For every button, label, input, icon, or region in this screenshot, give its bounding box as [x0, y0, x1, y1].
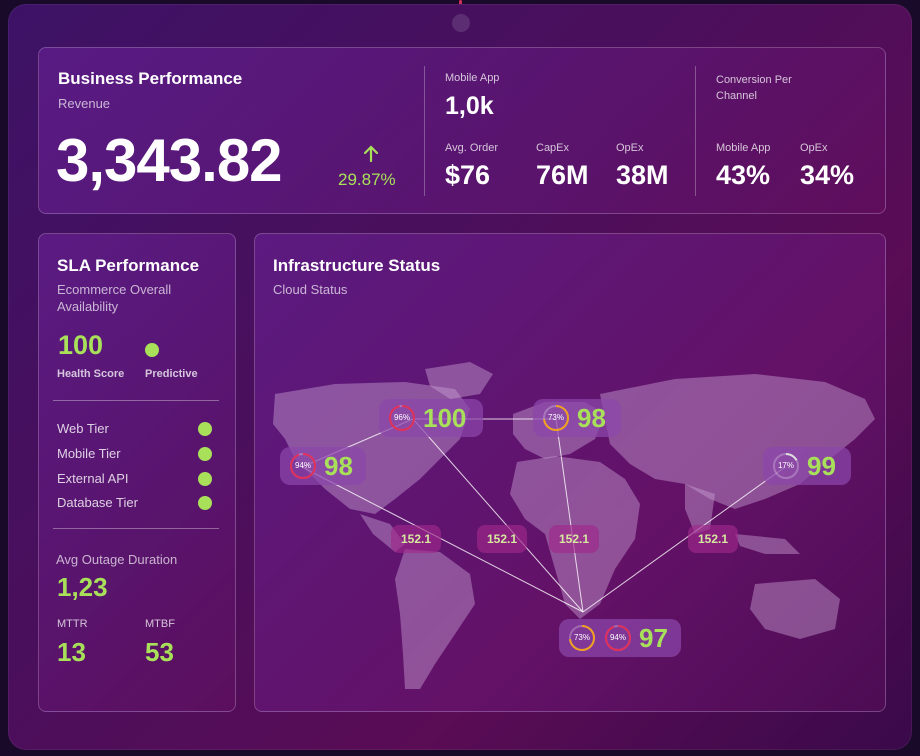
tier-label-mobile: Mobile Tier: [57, 446, 121, 461]
tier-label-web: Web Tier: [57, 421, 109, 436]
gauge-ring: 17%: [771, 451, 801, 481]
gauge-ring: 94%: [603, 623, 633, 653]
divider: [424, 66, 425, 196]
gauge-label: 94%: [609, 633, 626, 642]
predictive-status-dot: [145, 343, 159, 357]
gauge-ring: 73%: [541, 403, 571, 433]
link-latency-label: 152.1: [391, 525, 441, 553]
mttr-label: MTTR: [57, 618, 88, 630]
divider: [53, 528, 219, 529]
node-europe[interactable]: 73% 98: [533, 399, 621, 437]
gauge-label: 96%: [393, 413, 410, 422]
infrastructure-status-card: Infrastructure Status Cloud Status: [254, 233, 886, 712]
conv-mobile-value: 43%: [716, 160, 771, 190]
avg-order-value: $76: [445, 160, 491, 190]
tier-status-dot: [198, 422, 212, 436]
gauge-label: 17%: [777, 461, 794, 470]
capex-value: 76M: [536, 160, 589, 190]
node-value: 98: [324, 450, 353, 481]
link-latency-label: 152.1: [549, 525, 599, 553]
business-subtitle: Revenue: [58, 96, 111, 111]
node-value: 98: [577, 402, 606, 433]
gauge-label: 73%: [573, 633, 590, 642]
business-title: Business Performance: [58, 69, 243, 88]
conv-mobile-label: Mobile App: [716, 142, 771, 154]
tier-label-database: Database Tier: [57, 495, 138, 510]
mttr-value: 13: [57, 637, 86, 667]
health-score-value: 100: [58, 330, 104, 360]
gauge-ring: 96%: [387, 403, 417, 433]
sla-title: SLA Performance: [57, 256, 200, 275]
tier-status-dot: [198, 447, 212, 461]
health-score-label: Health Score: [57, 368, 125, 380]
conversion-label: Conversion Per Channel: [716, 74, 792, 102]
avg-order-label: Avg. Order: [445, 142, 498, 154]
divider: [695, 66, 696, 196]
link-latency-label: 152.1: [688, 525, 738, 553]
node-north-america[interactable]: 94% 98: [280, 447, 366, 485]
gauge-ring: 73%: [567, 623, 597, 653]
node-asia[interactable]: 17% 99: [763, 447, 851, 485]
predictive-label: Predictive: [145, 368, 198, 380]
divider: [53, 400, 219, 401]
node-value: 97: [639, 622, 668, 653]
outage-label: Avg Outage Duration: [56, 552, 178, 567]
capex-label: CapEx: [536, 142, 570, 154]
node-north-east[interactable]: 96% 100: [379, 399, 483, 437]
mtbf-value: 53: [145, 637, 174, 667]
mtbf-label: MTBF: [145, 618, 175, 630]
opex-label: OpEx: [616, 142, 644, 154]
gauge-ring: 94%: [288, 451, 318, 481]
revenue-change: 29.87%: [338, 170, 396, 189]
node-value: 99: [807, 450, 836, 481]
dashboard-frame: [8, 4, 912, 750]
node-africa[interactable]: 73% 94% 97: [559, 619, 681, 657]
tier-label-external-api: External API: [57, 471, 129, 486]
conv-opex-label: OpEx: [800, 142, 828, 154]
sla-performance-card: SLA Performance Ecommerce Overall Availa…: [38, 233, 236, 712]
tier-status-dot: [198, 472, 212, 486]
link-latency-label: 152.1: [477, 525, 527, 553]
infra-title: Infrastructure Status: [273, 256, 441, 275]
top-indicator-dot: [452, 14, 470, 32]
sla-subtitle: Ecommerce Overall Availability: [57, 282, 172, 314]
revenue-value: 3,343.82: [56, 127, 283, 194]
gauge-label: 73%: [547, 413, 564, 422]
opex-value: 38M: [616, 160, 669, 190]
outage-value: 1,23: [57, 572, 108, 602]
gauge-label: 94%: [294, 461, 311, 470]
mobile-app-label: Mobile App: [445, 72, 500, 84]
mobile-app-value: 1,0k: [445, 92, 494, 120]
infra-subtitle: Cloud Status: [273, 282, 348, 297]
node-value: 100: [423, 402, 467, 433]
tier-status-dot: [198, 496, 212, 510]
business-performance-card: Business Performance Revenue 3,343.82 29…: [38, 47, 886, 214]
conv-opex-value: 34%: [800, 160, 855, 190]
arrow-up-icon: [361, 144, 381, 164]
